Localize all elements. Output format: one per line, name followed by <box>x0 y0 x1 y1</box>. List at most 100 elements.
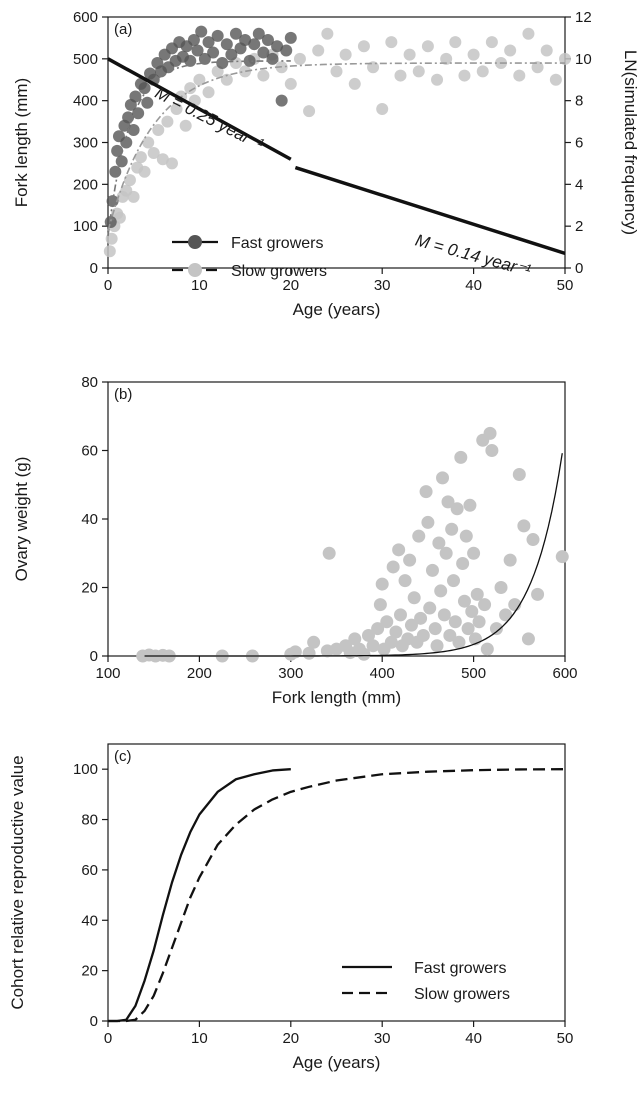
ovary-weight-point <box>517 519 531 533</box>
legend-label: Fast growers <box>414 960 506 977</box>
ovary-weight-point <box>467 546 481 560</box>
y-tick-label: 0 <box>90 1013 98 1030</box>
y-tick-label: 20 <box>81 963 98 980</box>
y2-tick-label: 0 <box>575 260 583 277</box>
slow-grower-point <box>522 27 535 40</box>
ovary-weight-point <box>322 546 336 560</box>
x-tick-label: 300 <box>278 665 303 682</box>
legend-entry: Fast growers <box>342 960 506 977</box>
panel-3: 0 10 20 30 40 50 0 20 40 60 80 100 (c) Age (years) Coh… <box>8 743 573 1072</box>
legend-label: Fast growers <box>231 235 323 252</box>
ovary-weight-point <box>456 557 470 571</box>
slow-grower-point <box>284 77 297 90</box>
x-tick-label: 600 <box>552 665 577 682</box>
slow-grower-point <box>103 245 116 258</box>
ovary-weight-point <box>437 608 451 622</box>
ovary-weight-point <box>371 622 385 636</box>
panel-tag: (a) <box>114 21 132 38</box>
slow-grower-point <box>193 73 206 86</box>
slow-grower-point <box>412 65 425 78</box>
y-tick-label: 600 <box>73 9 98 26</box>
slow-grower-point <box>152 123 165 136</box>
slow-grower-point <box>321 27 334 40</box>
x-tick-label: 20 <box>282 277 299 294</box>
ovary-weight-point <box>373 598 387 612</box>
slow-grower-point <box>421 40 434 53</box>
ovary-weight-point <box>452 635 466 649</box>
fast-grower-point <box>211 29 224 42</box>
y2-tick-label: 2 <box>575 218 583 235</box>
ovary-weight-point <box>450 502 464 516</box>
fast-grower-point <box>132 107 145 120</box>
slow-grower-point <box>257 69 270 82</box>
ovary-weight-point <box>432 536 446 550</box>
fast-grower-point <box>191 44 204 57</box>
ovary-weight-point <box>425 563 439 577</box>
y-tick-label: 400 <box>73 93 98 110</box>
x-tick-label: 40 <box>465 1030 482 1047</box>
ovary-weight-point <box>288 645 302 659</box>
slow-grower-point <box>385 36 398 49</box>
ovary-weight-point <box>439 546 453 560</box>
y2-tick-label: 12 <box>575 9 592 26</box>
y2-tick-label: 6 <box>575 135 583 152</box>
ovary-weight-point <box>478 598 492 612</box>
ovary-weight-point <box>441 495 455 509</box>
ovary-weight-point <box>436 471 450 485</box>
ovary-weight-point <box>446 574 460 588</box>
slow-grower-point <box>504 44 517 57</box>
legend-entry: Slow growers <box>342 986 510 1003</box>
y-tick-label: 20 <box>81 580 98 597</box>
slow-grower-point <box>179 119 192 132</box>
ovary-weight-point <box>384 635 398 649</box>
ovary-weight-point <box>521 632 535 646</box>
ovary-weight-fit <box>144 453 563 657</box>
ovary-weight-point <box>531 587 545 601</box>
ovary-weight-point <box>407 591 421 605</box>
fast-grower-point <box>284 31 297 44</box>
fast-grower-point <box>187 34 200 47</box>
legend-label: Slow growers <box>231 263 327 280</box>
y-axis-label: Fork length (mm) <box>12 78 31 207</box>
slow-grower-point <box>513 69 526 82</box>
ovary-weight-point <box>499 608 513 622</box>
ovary-weight-point <box>389 625 403 639</box>
ovary-weight-point <box>443 628 457 642</box>
slow-grower-point <box>449 36 462 49</box>
legend-entry: Fast growers <box>172 235 323 252</box>
slow-grower-point <box>184 82 197 95</box>
x-tick-label: 40 <box>465 277 482 294</box>
fast-grower-point <box>225 48 238 61</box>
ovary-weight-point <box>512 467 526 481</box>
legend-entry: Slow growers <box>172 263 327 280</box>
ovary-weight-point <box>398 574 412 588</box>
slow-grower-point <box>239 65 252 78</box>
ovary-weight-point <box>472 615 486 629</box>
slow-grower-point <box>348 77 361 90</box>
fast-grower-point <box>261 34 274 47</box>
ovary-weight-point <box>393 608 407 622</box>
ovary-weight-point <box>457 594 471 608</box>
ovary-weight-point <box>454 450 468 464</box>
fast-grower-point <box>115 155 128 168</box>
slow-grower-fit <box>107 62 565 232</box>
ovary-weight-point <box>392 543 406 557</box>
ovary-weight-point <box>489 622 503 636</box>
y2-tick-label: 8 <box>575 93 583 110</box>
ovary-weight-point <box>494 581 508 594</box>
mortality-line <box>294 165 566 256</box>
slow-grower-point <box>559 52 571 65</box>
y-tick-label: 0 <box>90 260 98 277</box>
ovary-weight-point <box>465 604 479 618</box>
slow-grower-point <box>485 36 498 49</box>
y-tick-label: 100 <box>73 218 98 235</box>
y-tick-label: 100 <box>73 761 98 778</box>
ovary-weight-point <box>421 515 435 529</box>
fast-grower-point <box>109 165 122 178</box>
fast-grower-point <box>243 54 256 67</box>
y-tick-label: 60 <box>81 443 98 460</box>
plot-frame <box>107 381 566 657</box>
slow-grower-point <box>113 211 126 224</box>
ovary-weight-point <box>307 635 321 649</box>
slow-grower-point <box>458 69 471 82</box>
